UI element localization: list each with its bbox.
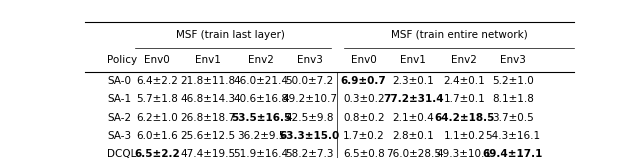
Text: 0.8±0.2: 0.8±0.2	[343, 112, 385, 122]
Text: 25.6±12.5: 25.6±12.5	[180, 131, 236, 141]
Text: 53.5±16.5: 53.5±16.5	[231, 112, 291, 122]
Text: 69.4±17.1: 69.4±17.1	[483, 149, 543, 158]
Text: SA-1: SA-1	[108, 94, 131, 104]
Text: 58.2±7.3: 58.2±7.3	[285, 149, 334, 158]
Text: SA-2: SA-2	[108, 112, 131, 122]
Text: Env3: Env3	[297, 55, 323, 65]
Text: 21.8±11.8: 21.8±11.8	[180, 76, 236, 86]
Text: 46.8±14.3: 46.8±14.3	[180, 94, 236, 104]
Text: Policy: Policy	[108, 55, 138, 65]
Text: 49.3±10.1: 49.3±10.1	[437, 149, 492, 158]
Text: 1.1±0.2: 1.1±0.2	[444, 131, 485, 141]
Text: 76.0±28.5: 76.0±28.5	[386, 149, 441, 158]
Text: 77.2±31.4: 77.2±31.4	[383, 94, 444, 104]
Text: Env0: Env0	[144, 55, 170, 65]
Text: 6.0±1.6: 6.0±1.6	[136, 131, 178, 141]
Text: 2.3±0.1: 2.3±0.1	[392, 76, 434, 86]
Text: 36.2±9.5: 36.2±9.5	[237, 131, 285, 141]
Text: 54.3±16.1: 54.3±16.1	[486, 131, 541, 141]
Text: Env2: Env2	[248, 55, 274, 65]
Text: 8.1±1.8: 8.1±1.8	[492, 94, 534, 104]
Text: 51.9±16.4: 51.9±16.4	[234, 149, 289, 158]
Text: 2.4±0.1: 2.4±0.1	[444, 76, 485, 86]
Text: 49.2±10.7: 49.2±10.7	[282, 94, 337, 104]
Text: 47.4±19.5: 47.4±19.5	[180, 149, 236, 158]
Text: 40.6±16.8: 40.6±16.8	[234, 94, 289, 104]
Text: 5.7±1.8: 5.7±1.8	[136, 94, 178, 104]
Text: Env1: Env1	[401, 55, 426, 65]
Text: MSF (train entire network): MSF (train entire network)	[391, 30, 528, 40]
Text: 63.3±15.0: 63.3±15.0	[280, 131, 340, 141]
Text: 6.9±0.7: 6.9±0.7	[341, 76, 387, 86]
Text: 1.7±0.1: 1.7±0.1	[444, 94, 485, 104]
Text: Env3: Env3	[500, 55, 526, 65]
Text: 0.3±0.2: 0.3±0.2	[343, 94, 385, 104]
Text: 6.4±2.2: 6.4±2.2	[136, 76, 178, 86]
Text: 64.2±18.5: 64.2±18.5	[434, 112, 495, 122]
Text: MSF (train last layer): MSF (train last layer)	[177, 30, 285, 40]
Text: 2.8±0.1: 2.8±0.1	[392, 131, 434, 141]
Text: 46.0±21.4: 46.0±21.4	[234, 76, 289, 86]
Text: Env1: Env1	[195, 55, 221, 65]
Text: 1.7±0.2: 1.7±0.2	[343, 131, 385, 141]
Text: DCQL: DCQL	[108, 149, 137, 158]
Text: 26.8±18.7: 26.8±18.7	[180, 112, 236, 122]
Text: 6.5±2.2: 6.5±2.2	[134, 149, 180, 158]
Text: 5.2±1.0: 5.2±1.0	[492, 76, 534, 86]
Text: 42.5±9.8: 42.5±9.8	[285, 112, 334, 122]
Text: SA-0: SA-0	[108, 76, 131, 86]
Text: Env2: Env2	[451, 55, 477, 65]
Text: 50.0±7.2: 50.0±7.2	[285, 76, 334, 86]
Text: SA-3: SA-3	[108, 131, 131, 141]
Text: 2.1±0.4: 2.1±0.4	[392, 112, 434, 122]
Text: Env0: Env0	[351, 55, 376, 65]
Text: 6.5±0.8: 6.5±0.8	[343, 149, 385, 158]
Text: 3.7±0.5: 3.7±0.5	[492, 112, 534, 122]
Text: 6.2±1.0: 6.2±1.0	[136, 112, 178, 122]
